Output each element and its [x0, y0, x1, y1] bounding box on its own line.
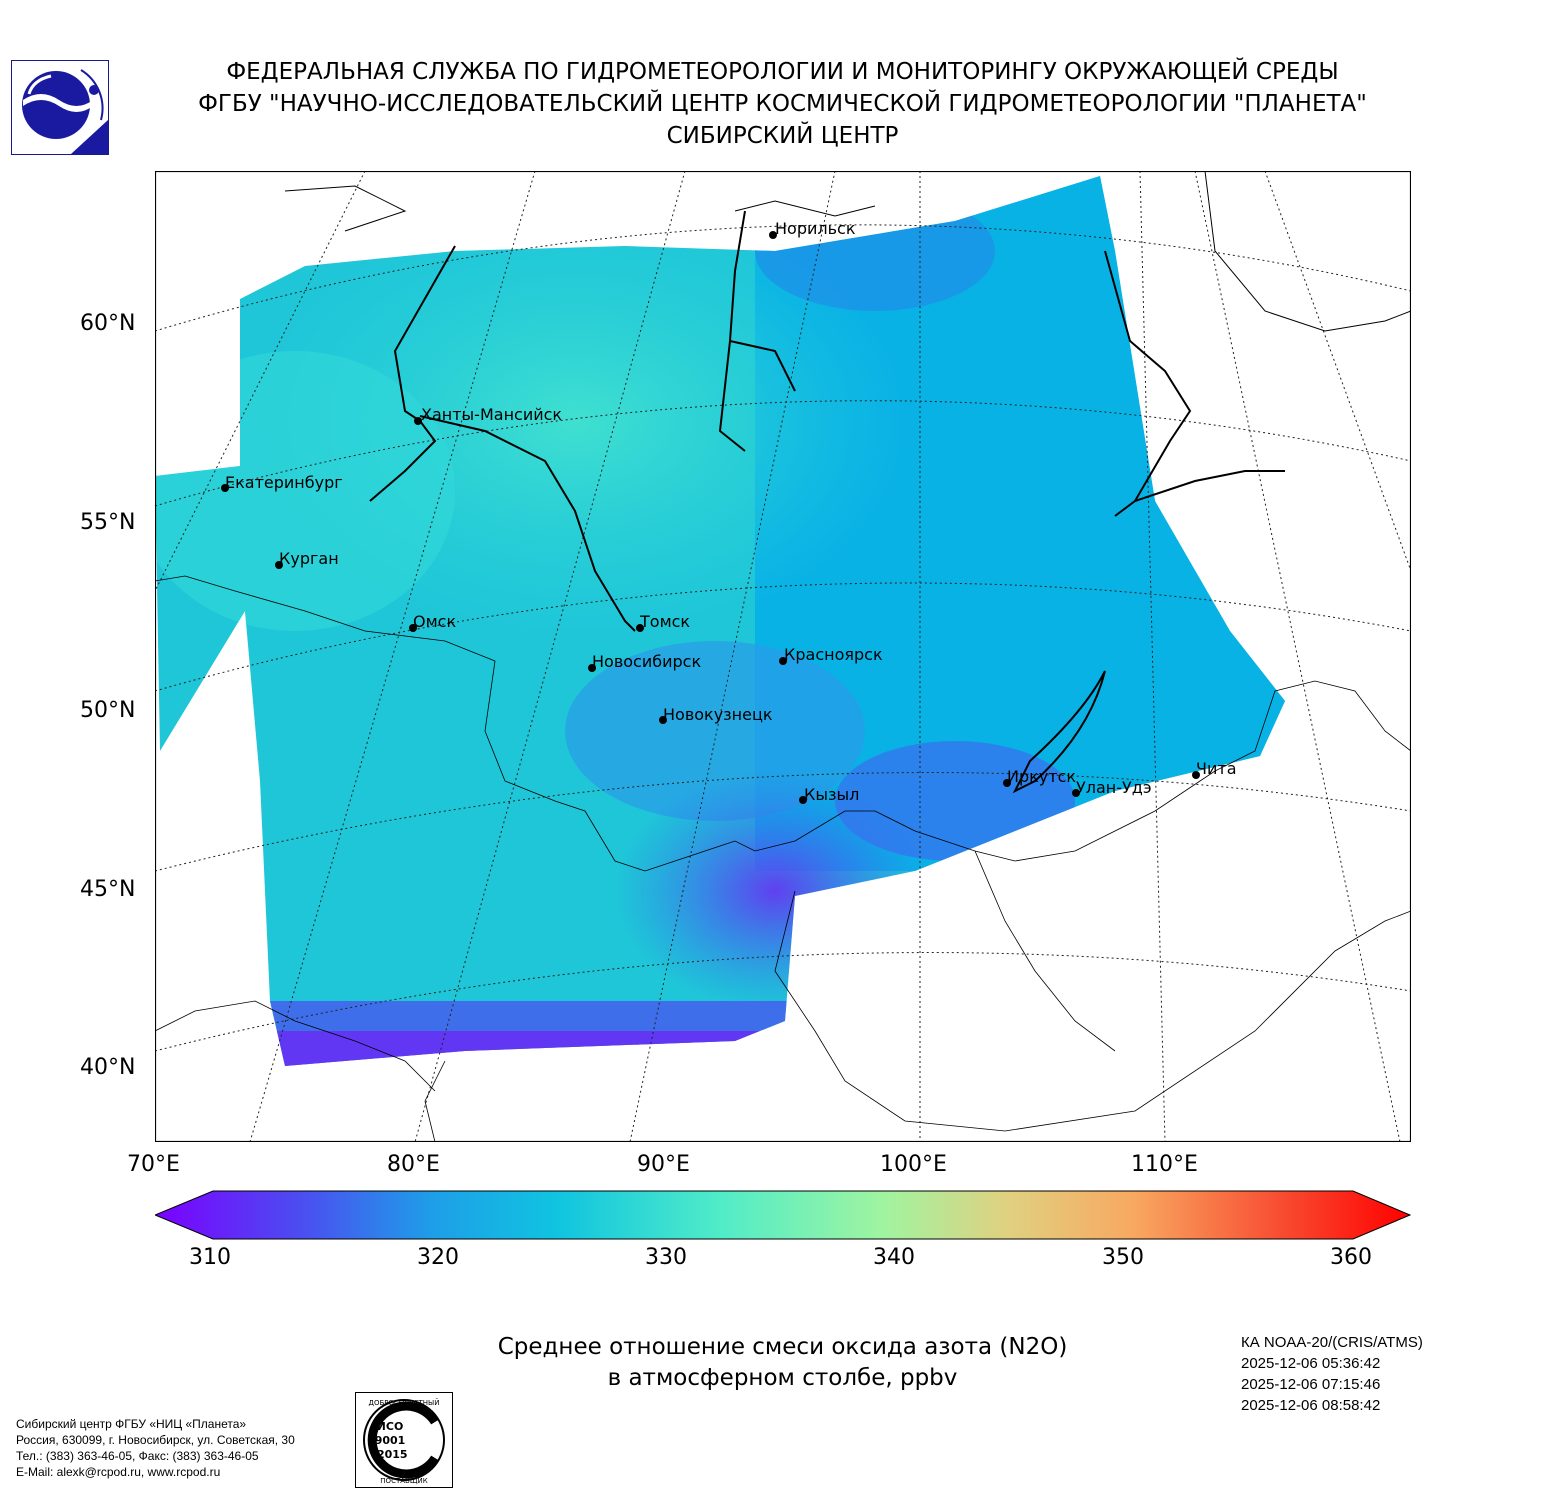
city-kurgan: Курган — [275, 549, 339, 569]
lat-label-55: 55°N — [80, 510, 136, 535]
colorbar-tick-360: 360 — [1330, 1245, 1372, 1270]
city-omsk: Омск — [409, 612, 456, 632]
lon-label-90: 90°E — [637, 1152, 690, 1177]
chart-title: Среднее отношение смеси оксида азота (N2… — [430, 1332, 1135, 1394]
chart-title-line-1: Среднее отношение смеси оксида азота (N2… — [497, 1334, 1068, 1360]
map-frame — [155, 171, 1411, 1142]
lon-label-100: 100°E — [880, 1152, 947, 1177]
city-irkutsk: Иркутск — [1003, 767, 1076, 787]
city-label: Красноярск — [784, 645, 883, 664]
city-ulan-ude: Улан-Удэ — [1072, 778, 1152, 797]
city-khanty-mansiysk: Ханты-Мансийск — [414, 405, 562, 425]
rivers — [369, 210, 1285, 794]
footer-address: Сибирский центр ФГБУ «НИЦ «Планета» Росс… — [16, 1416, 295, 1480]
city-krasnoyarsk: Красноярск — [779, 645, 883, 665]
map: Норильск Ханты-Мансийск Екатеринбург Кур… — [155, 171, 1411, 1142]
lon-label-80: 80°E — [387, 1152, 440, 1177]
city-chita: Чита — [1192, 759, 1237, 779]
city-novokuznetsk: Новокузнецк — [659, 705, 773, 724]
chart-title-line-2: в атмосферном столбе, ppbv — [607, 1365, 958, 1391]
city-label: Ханты-Мансийск — [421, 405, 562, 424]
satellite-name: КА NOAA-20/(CRIS/ATMS) — [1241, 1334, 1423, 1351]
satellite-time-1: 2025-12-06 05:36:42 — [1241, 1355, 1381, 1372]
satellite-time-3: 2025-12-06 08:58:42 — [1241, 1397, 1381, 1414]
city-label: Кызыл — [804, 785, 859, 804]
city-norilsk: Норильск — [769, 219, 856, 239]
city-markers: Норильск Ханты-Мансийск Екатеринбург Кур… — [221, 219, 1237, 804]
city-label: Улан-Удэ — [1076, 778, 1152, 797]
colorbar-tick-310: 310 — [189, 1245, 231, 1270]
city-tomsk: Томск — [636, 612, 690, 632]
colorbar-tick-330: 330 — [645, 1245, 687, 1270]
lon-label-70: 70°E — [127, 1152, 180, 1177]
satellite-info: КА NOAA-20/(CRIS/ATMS) 2025-12-06 05:36:… — [1241, 1332, 1423, 1416]
city-kyzyl: Кызыл — [799, 785, 859, 804]
header: ФЕДЕРАЛЬНАЯ СЛУЖБА ПО ГИДРОМЕТЕОРОЛОГИИ … — [140, 56, 1425, 152]
header-line-3: СИБИРСКИЙ ЦЕНТР — [666, 123, 899, 149]
city-label: Екатеринбург — [225, 473, 343, 492]
city-label: Курган — [279, 549, 339, 568]
city-novosibirsk: Новосибирск — [588, 652, 701, 672]
colorbar — [155, 1190, 1411, 1240]
city-label: Чита — [1196, 759, 1237, 778]
colorbar-tick-340: 340 — [873, 1245, 915, 1270]
footer-line-4: E-Mail: alexk@rcpod.ru, www.rcpod.ru — [16, 1465, 221, 1479]
graticule — [155, 171, 1411, 1142]
n2o-field — [155, 176, 1285, 1066]
city-label: Омск — [413, 612, 456, 631]
coastline — [284, 171, 1411, 332]
lat-label-45: 45°N — [80, 877, 136, 902]
header-line-2: ФГБУ "НАУЧНО-ИССЛЕДОВАТЕЛЬСКИЙ ЦЕНТР КОС… — [198, 91, 1367, 117]
borders — [155, 575, 1411, 1142]
iso-bottom-text: ПОСТАВЩИК — [380, 1477, 427, 1485]
iso-text-3: -2015 — [372, 1448, 407, 1461]
lat-label-40: 40°N — [80, 1055, 136, 1080]
city-label: Новокузнецк — [663, 705, 773, 724]
city-label: Иркутск — [1007, 767, 1076, 786]
lon-label-110: 110°E — [1131, 1152, 1198, 1177]
header-line-1: ФЕДЕРАЛЬНАЯ СЛУЖБА ПО ГИДРОМЕТЕОРОЛОГИИ … — [226, 59, 1339, 85]
city-label: Норильск — [775, 219, 856, 238]
lat-label-60: 60°N — [80, 311, 136, 336]
colorbar-tick-320: 320 — [417, 1245, 459, 1270]
city-label: Томск — [639, 612, 690, 631]
footer-line-2: Россия, 630099, г. Новосибирск, ул. Сове… — [16, 1433, 295, 1447]
footer-line-3: Тел.: (383) 363-46-05, Факс: (383) 363-4… — [16, 1449, 259, 1463]
planeta-logo — [11, 60, 109, 155]
footer-line-1: Сибирский центр ФГБУ «НИЦ «Планета» — [16, 1417, 247, 1431]
iso-certification-badge: ИСО 9001 -2015 ДОБРОСОВЕСТНЫЙ ПОСТАВЩИК — [355, 1392, 453, 1488]
satellite-time-2: 2025-12-06 07:15:46 — [1241, 1376, 1381, 1393]
colorbar-tick-350: 350 — [1102, 1245, 1144, 1270]
city-label: Новосибирск — [592, 652, 701, 671]
iso-text-2: 9001 — [375, 1434, 406, 1447]
iso-text-1: ИСО — [377, 1420, 404, 1433]
lat-label-50: 50°N — [80, 698, 136, 723]
city-ekaterinburg: Екатеринбург — [221, 473, 343, 492]
iso-top-text: ДОБРОСОВЕСТНЫЙ — [369, 1398, 440, 1407]
